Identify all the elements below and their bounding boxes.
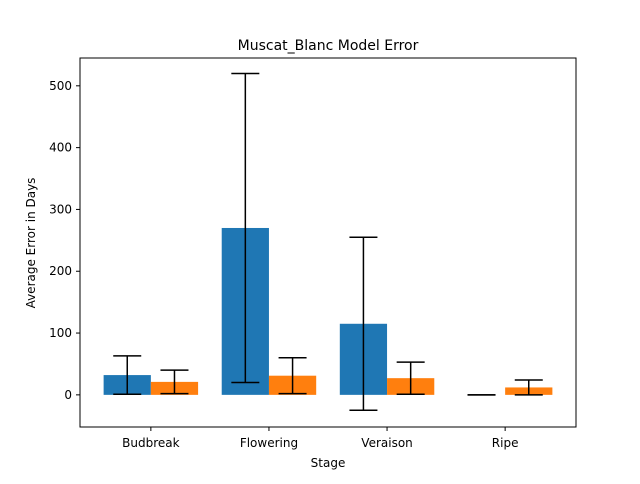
y-tick-label: 300 bbox=[49, 202, 72, 216]
y-tick-label: 400 bbox=[49, 141, 72, 155]
x-tick-label-flowering: Flowering bbox=[240, 436, 298, 450]
y-axis: 0 100 200 300 400 500 bbox=[49, 79, 80, 402]
x-tick-label-ripe: Ripe bbox=[492, 436, 519, 450]
plot-area bbox=[80, 58, 576, 427]
y-tick-label: 500 bbox=[49, 79, 72, 93]
x-tick-label-veraison: Veraison bbox=[361, 436, 412, 450]
y-tick-label: 0 bbox=[64, 388, 72, 402]
y-axis-label: Average Error in Days bbox=[24, 178, 38, 309]
x-axis-label: Stage bbox=[311, 456, 346, 470]
x-tick-label-budbreak: Budbreak bbox=[122, 436, 179, 450]
y-tick-label: 200 bbox=[49, 264, 72, 278]
y-tick-label: 100 bbox=[49, 326, 72, 340]
chart-title: Muscat_Blanc Model Error bbox=[238, 38, 419, 54]
x-axis: Budbreak Flowering Veraison Ripe bbox=[122, 427, 518, 450]
